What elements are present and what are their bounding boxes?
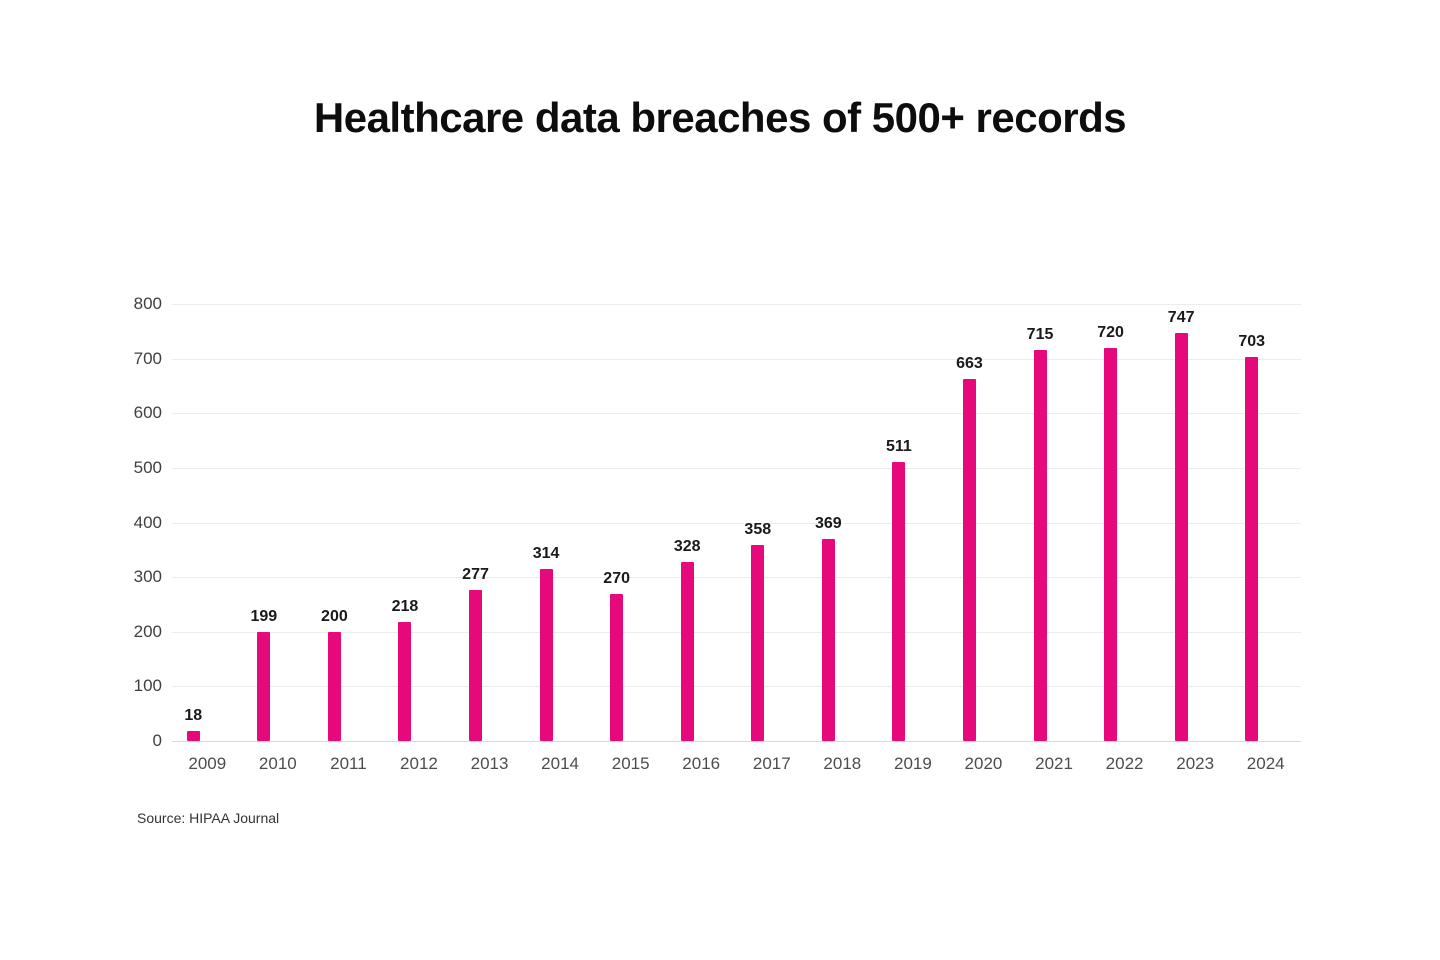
x-tick-label: 2018: [823, 754, 862, 773]
gridline: [172, 304, 1301, 305]
bar-value-label: 358: [744, 521, 772, 539]
bar-value-label: 328: [673, 537, 701, 555]
bar-2018: [821, 539, 835, 741]
source-note: Source: HIPAA Journal: [137, 810, 280, 826]
gridline: [172, 631, 1301, 633]
x-tick-label: 2020: [964, 754, 1003, 773]
gridline: [172, 741, 1301, 742]
bar-2019: [892, 461, 906, 741]
bar-value-label: 270: [603, 569, 631, 587]
x-tick-label: 2011: [330, 754, 367, 773]
y-tick-label: 500: [133, 457, 162, 477]
bar-value-label: 511: [886, 437, 912, 455]
x-tick-label: 2013: [470, 754, 509, 773]
bar-2010: [257, 632, 271, 741]
y-tick-label: 400: [133, 512, 162, 532]
bar-value-label: 703: [1238, 333, 1266, 350]
bar-2013: [469, 589, 483, 741]
bar-value-label: 200: [321, 607, 348, 625]
x-tick-label: 2015: [611, 754, 650, 773]
bar-2020: [962, 378, 976, 741]
bar-2011: [327, 631, 341, 741]
bar-2017: [751, 545, 765, 741]
bar-2012: [398, 621, 412, 741]
bar-value-label: 314: [532, 545, 560, 563]
y-tick-label: 100: [133, 676, 162, 696]
y-axis: 0 100 200 300 400 500 600 700 800: [90, 294, 162, 750]
bar-value-label: 199: [250, 608, 278, 626]
y-tick-label: 800: [133, 294, 162, 313]
x-tick-label: 2017: [752, 754, 791, 773]
x-tick-label: 2012: [400, 754, 438, 773]
gridline: [172, 467, 1301, 469]
x-tick-label: 2009: [188, 754, 227, 773]
plot-area: 18 2009 199 2010 200 2011 218 2012 277 2013 314 201…: [172, 304, 1301, 773]
x-tick-label: 2022: [1105, 754, 1144, 773]
bar-value-label: 218: [391, 597, 419, 615]
x-tick-label: 2010: [258, 754, 297, 773]
y-tick-label: 600: [133, 403, 162, 423]
gridline: [172, 522, 1301, 524]
gridline: [172, 413, 1301, 415]
x-tick-label: 2016: [682, 754, 721, 773]
y-tick-label: 200: [133, 621, 162, 641]
bar-value-label: 715: [1026, 326, 1054, 344]
chart-title: Healthcare data breaches of 500+ records: [313, 94, 1127, 141]
bar-2021: [1033, 350, 1047, 741]
bar-value-label: 747: [1167, 308, 1195, 326]
gridline: [172, 358, 1301, 360]
bar-value-label: 369: [814, 515, 842, 533]
y-tick-label: 0: [152, 731, 162, 750]
bar-2014: [539, 569, 553, 741]
bar-2023: [1174, 332, 1188, 741]
y-tick-label: 700: [133, 348, 162, 368]
bar-value-label: 277: [462, 565, 489, 583]
bar-2009: [186, 731, 200, 741]
bar-2022: [1104, 347, 1118, 741]
y-tick-label: 300: [133, 567, 162, 587]
bar-value-label: 18: [184, 707, 203, 725]
gridline: [172, 577, 1301, 579]
gridline: [172, 686, 1301, 688]
x-tick-label: 2019: [893, 754, 932, 773]
x-tick-label: 2024: [1246, 754, 1285, 773]
x-tick-label: 2014: [541, 754, 580, 773]
x-tick-label: 2021: [1035, 754, 1073, 773]
x-tick-label: 2023: [1176, 754, 1215, 773]
bar-value-label: 663: [956, 354, 983, 372]
bar-2016: [680, 561, 694, 741]
bar-2015: [610, 593, 624, 741]
bar-2024: [1245, 357, 1259, 741]
bar-value-label: 720: [1097, 323, 1124, 341]
